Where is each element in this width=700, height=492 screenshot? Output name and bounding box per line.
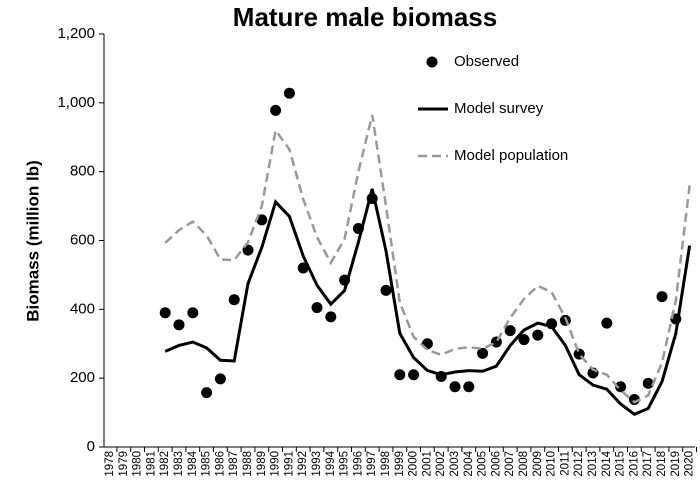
x-tick-label: 2003 (449, 451, 461, 477)
data-point (463, 381, 475, 393)
x-tick-label: 2014 (601, 450, 613, 476)
x-tick-label: 1989 (256, 451, 268, 477)
x-tick-label: 1994 (325, 450, 337, 476)
x-tick-label: 1984 (187, 450, 199, 476)
x-tick-label: 1995 (339, 451, 351, 477)
x-tick-label: 2018 (656, 451, 668, 477)
data-point (490, 336, 502, 348)
data-point (408, 369, 420, 381)
chart-title: Mature male biomass (233, 2, 497, 32)
series-line (164, 188, 692, 417)
data-point (477, 347, 489, 359)
data-point (532, 329, 544, 341)
data-point (504, 325, 516, 337)
data-point (270, 104, 282, 116)
x-tick-label: 1980 (132, 451, 144, 477)
data-point (656, 291, 668, 303)
x-tick-label: 1979 (118, 451, 130, 477)
data-point (228, 294, 240, 306)
x-tick-label: 2019 (670, 451, 682, 477)
x-tick-label: 2001 (421, 451, 433, 477)
legend-marker (426, 56, 438, 68)
x-tick-label: 2013 (587, 451, 599, 477)
x-tick-label: 2002 (435, 451, 447, 477)
x-tick-label: 1999 (394, 451, 406, 477)
x-tick-label: 1993 (311, 451, 323, 477)
data-point (518, 334, 530, 346)
x-tick-label: 1987 (228, 451, 240, 477)
data-point (214, 373, 226, 385)
y-tick-label: 800 (70, 163, 95, 180)
data-point (311, 302, 323, 314)
data-point (394, 369, 406, 381)
y-tick-label: 1,000 (57, 94, 95, 111)
x-tick-label: 2009 (532, 451, 544, 477)
x-tick-label: 2004 (463, 450, 475, 476)
y-tick-label: 600 (70, 231, 95, 248)
x-tick-label: 2016 (628, 451, 640, 477)
legend-label: Model population (454, 147, 568, 164)
x-tick-label: 2007 (504, 451, 516, 477)
data-point (256, 214, 268, 226)
x-tick-label: 2006 (490, 451, 502, 477)
x-tick-label: 1992 (297, 451, 309, 477)
y-tick-label: 1,200 (57, 25, 95, 42)
legend-label: Observed (454, 53, 519, 70)
data-point (201, 387, 213, 399)
x-tick-label: 1983 (173, 451, 185, 477)
x-tick-label: 1996 (352, 451, 364, 477)
data-point (615, 381, 627, 393)
x-tick-label: 2011 (559, 451, 571, 476)
x-tick-label: 2010 (546, 451, 558, 477)
x-tick-label: 1982 (159, 451, 171, 477)
data-point (642, 377, 654, 389)
x-tick-label: 1981 (145, 451, 157, 477)
x-tick-label: 2000 (408, 451, 420, 477)
x-tick-label: 2015 (615, 451, 627, 477)
x-tick-label: 1998 (380, 451, 392, 477)
x-tick-label: 2008 (518, 451, 530, 477)
y-tick-label: 400 (70, 300, 95, 317)
data-point (325, 311, 337, 323)
y-axis-label: Biomass (million lb) (23, 160, 42, 322)
x-tick-label: 1988 (242, 451, 254, 477)
x-tick-label: 1990 (270, 451, 282, 477)
x-tick-label: 1978 (104, 451, 116, 477)
x-tick-label: 1986 (214, 451, 226, 477)
legend-label: Model survey (454, 100, 544, 117)
data-point (601, 317, 613, 329)
y-tick-label: 200 (70, 369, 95, 386)
y-tick-label: 0 (87, 438, 95, 455)
data-point (449, 381, 461, 393)
x-tick-label: 2020 (684, 451, 696, 477)
data-point (380, 284, 392, 296)
x-tick-label: 2005 (477, 451, 489, 477)
x-tick-label: 1991 (283, 451, 295, 477)
x-tick-label: 2012 (573, 451, 585, 477)
x-tick-label: 2017 (642, 451, 654, 477)
data-point (283, 87, 295, 99)
data-point (159, 307, 171, 319)
data-point (187, 307, 199, 319)
data-point (173, 319, 185, 331)
x-tick-label: 1985 (201, 451, 213, 477)
series-line (164, 114, 691, 404)
x-tick-label: 1997 (366, 451, 378, 477)
